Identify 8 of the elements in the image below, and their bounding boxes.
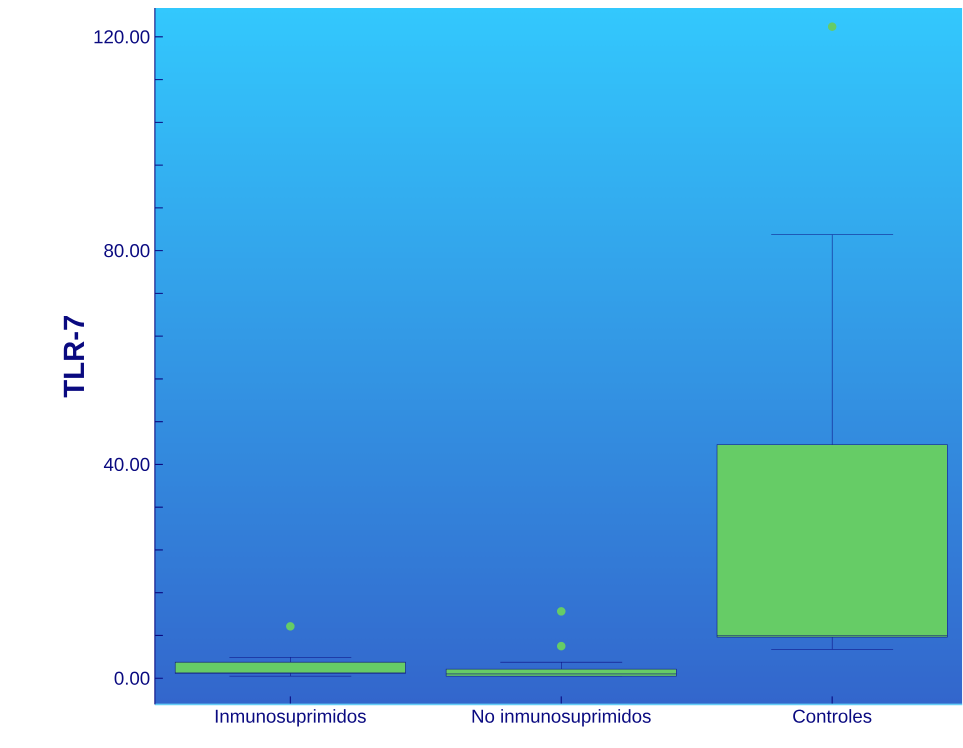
x-tick-label: Inmunosuprimidos: [216, 708, 366, 726]
x-tick-label: Controles: [793, 708, 872, 723]
x-tick-label: No inmunosuprimidos: [472, 708, 651, 726]
y-tick-label: 0.00: [114, 671, 150, 685]
y-tick-label: 80.00: [104, 244, 150, 258]
y-axis-title: TLR-7: [64, 316, 84, 398]
y-tick-label: 120.00: [94, 30, 150, 44]
y-tick-label: 40.00: [104, 458, 150, 471]
